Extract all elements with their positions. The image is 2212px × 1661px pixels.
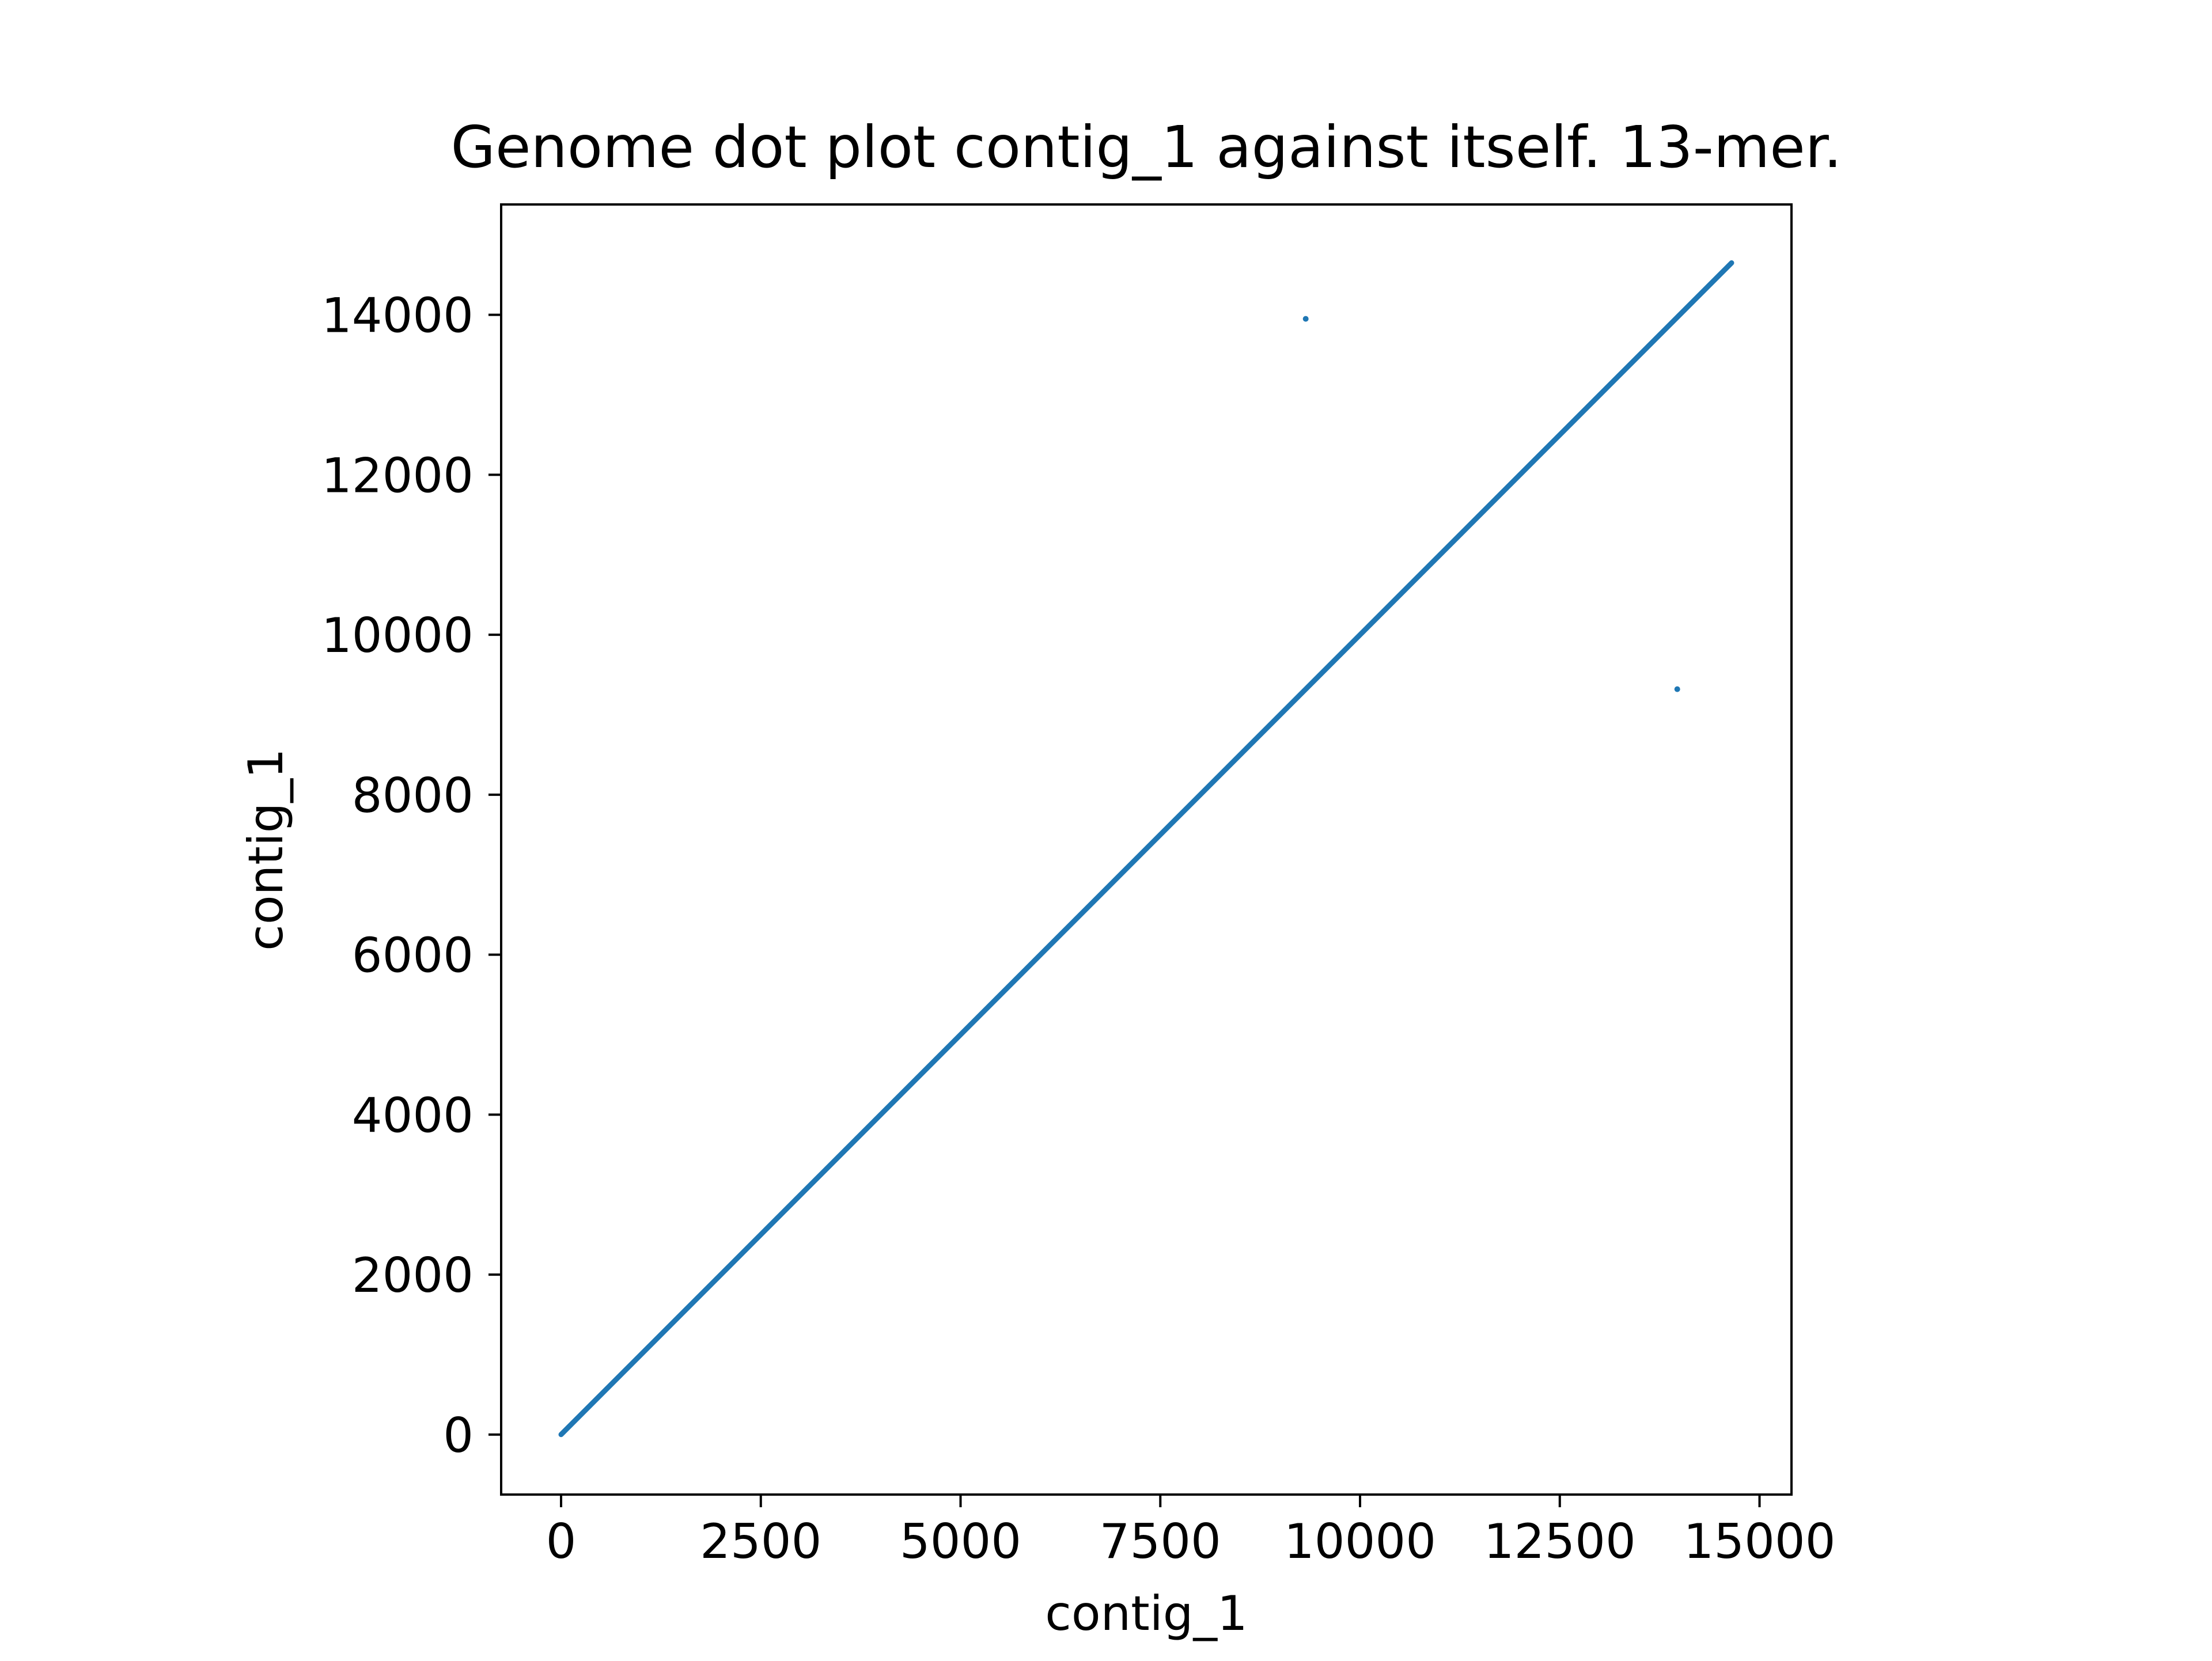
x-tick-label: 5000 bbox=[900, 1514, 1021, 1569]
x-axis-label: contig_1 bbox=[1045, 1586, 1248, 1641]
plot-frame bbox=[500, 203, 1793, 1496]
y-tick-label: 14000 bbox=[321, 288, 474, 344]
y-tick-label: 10000 bbox=[321, 608, 474, 663]
match-point-1 bbox=[1302, 316, 1309, 322]
self-match-diagonal bbox=[558, 260, 1734, 1438]
y-tick-label: 6000 bbox=[352, 928, 474, 984]
y-tick-label: 12000 bbox=[321, 448, 474, 503]
x-tick-label: 15000 bbox=[1683, 1514, 1835, 1569]
y-tick-label: 8000 bbox=[352, 768, 474, 824]
y-tick-label: 2000 bbox=[352, 1247, 474, 1303]
x-tick-label: 2500 bbox=[700, 1514, 821, 1569]
x-tick-label: 12500 bbox=[1484, 1514, 1636, 1569]
x-tick-label: 10000 bbox=[1284, 1514, 1436, 1569]
x-tick-label: 0 bbox=[546, 1514, 577, 1569]
y-tick-label: 4000 bbox=[352, 1087, 474, 1143]
y-axis-label: contig_1 bbox=[238, 748, 294, 951]
x-tick-label: 7500 bbox=[1100, 1514, 1221, 1569]
y-tick-label: 0 bbox=[443, 1408, 474, 1463]
chart-title: Genome dot plot contig_1 against itself.… bbox=[451, 113, 1842, 181]
data-layer bbox=[558, 260, 1734, 1438]
y-axis-ticks: 0 2000 4000 6000 8000 10000 12000 14000 bbox=[321, 288, 501, 1463]
x-axis-ticks: 0 2500 5000 7500 10000 12500 15000 bbox=[546, 1495, 1836, 1569]
match-point-2 bbox=[1674, 686, 1680, 692]
